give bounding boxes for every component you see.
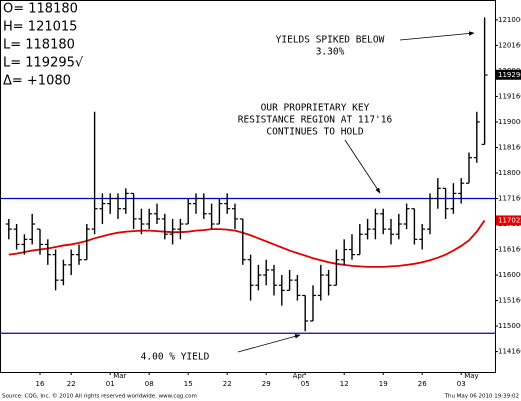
y-tick-label: 114160: [498, 348, 521, 356]
header-line: O= 118180: [3, 2, 78, 17]
x-month-label: Apr: [293, 372, 305, 380]
source: Source: CQG, Inc. © 2010 All rights rese…: [2, 393, 197, 400]
header-line: H= 121015: [3, 20, 77, 35]
y-tick-label: 118000: [498, 169, 521, 177]
annotation: RESISTANCE REGION AT 117'16: [238, 115, 393, 126]
x-tick-label: 08: [145, 380, 154, 388]
y-tick-label: 117160: [498, 195, 521, 203]
arrow: [237, 334, 301, 353]
x-tick-label: 03: [457, 380, 466, 388]
x-tick-label: 05: [301, 380, 310, 388]
arrow: [399, 31, 475, 41]
y-tick-label: 121000: [498, 16, 521, 24]
header-line: L= 119295√: [3, 56, 84, 71]
y-tick-label: 118160: [498, 143, 521, 151]
moving-average: [8, 219, 486, 268]
header-line: L= 118180: [3, 38, 75, 53]
timestamp: Thu May 06 2010 19:39:02: [444, 394, 519, 400]
annotation: 4.00 % YIELD: [141, 352, 210, 363]
x-tick-label: 22: [67, 380, 76, 388]
x-tick-label: 26: [418, 380, 427, 388]
annotation: CONTINUES TO HOLD: [266, 127, 364, 138]
annotation: 3.30%: [316, 47, 345, 58]
x-tick-label: 12: [340, 380, 349, 388]
y-tick-label: 115000: [498, 322, 521, 330]
x-tick-label: 29: [262, 380, 271, 388]
y-tick-label: 119000: [498, 118, 521, 126]
header-line: Δ= +1080: [3, 74, 71, 89]
last-value-label: 119296: [498, 71, 521, 79]
last-value-box: [496, 69, 521, 80]
x-tick-label: 16: [36, 380, 45, 388]
x-tick-label: 22: [223, 380, 232, 388]
annotation: OUR PROPRIETARY KEY: [261, 103, 370, 114]
arrow: [344, 139, 381, 194]
x-tick-label: 19: [379, 380, 388, 388]
header-box: [1, 1, 87, 89]
x-month-label: Mar: [113, 372, 126, 380]
y-tick-label: 116160: [498, 246, 521, 254]
y-tick-label: 119160: [498, 92, 521, 100]
x-tick-label: 15: [184, 380, 193, 388]
x-tick-label: 01: [106, 380, 115, 388]
x-month-label: May: [464, 372, 478, 380]
last-value-box: [496, 215, 521, 226]
y-tick-label: 115160: [498, 297, 521, 305]
annotation: YIELDS SPIKED BELOW: [276, 35, 385, 46]
y-tick-label: 116000: [498, 271, 521, 279]
y-tick-label: 120160: [498, 41, 521, 49]
last-value-label: 117022: [498, 216, 521, 224]
